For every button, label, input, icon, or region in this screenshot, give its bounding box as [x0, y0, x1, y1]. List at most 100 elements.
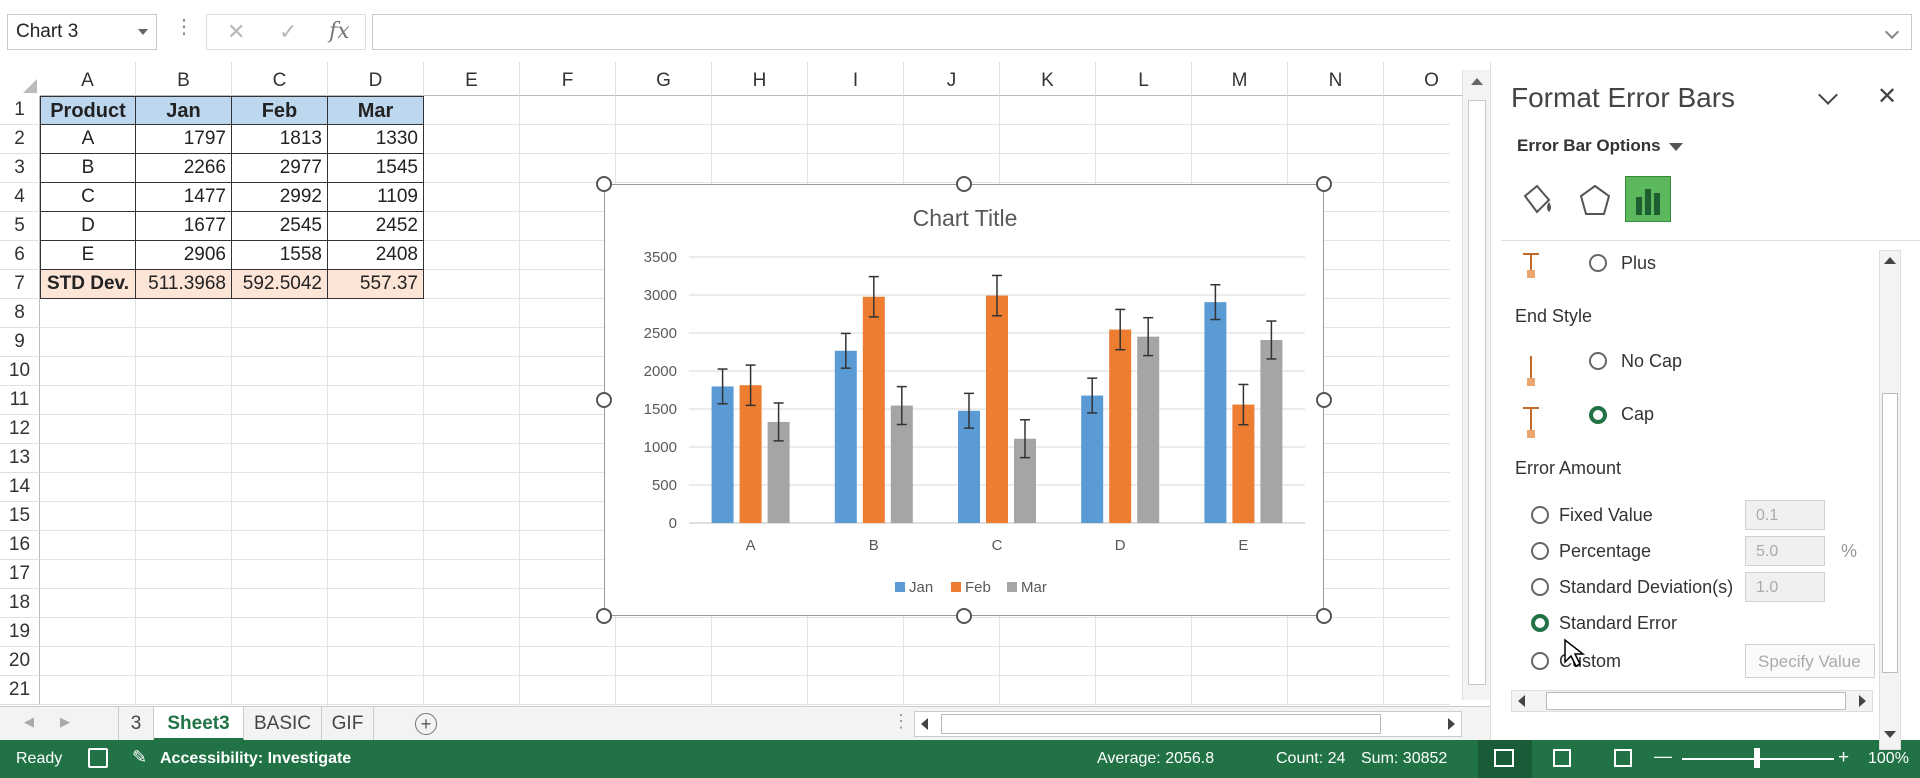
percentage-radio[interactable] [1531, 542, 1549, 560]
bar-jan-a[interactable] [711, 386, 734, 523]
resize-handle-left[interactable] [596, 392, 612, 408]
cell-A1[interactable]: Product [40, 96, 136, 125]
column-header-m[interactable]: M [1192, 62, 1288, 96]
bar-mar-b[interactable] [890, 405, 913, 523]
cell-A4[interactable]: C [40, 183, 136, 212]
insert-function-icon[interactable]: fx [329, 19, 350, 44]
resize-handle-right[interactable] [1316, 392, 1332, 408]
zoom-out-button[interactable]: — [1654, 746, 1672, 766]
column-header-l[interactable]: L [1096, 62, 1192, 96]
cell-D3[interactable]: 1545 [328, 154, 424, 183]
row-header-1[interactable]: 1 [0, 96, 40, 125]
no-cap-radio[interactable] [1589, 352, 1607, 370]
standard-error-label[interactable]: Standard Error [1559, 613, 1678, 633]
column-header-j[interactable]: J [904, 62, 1000, 96]
cell-C7[interactable]: 592.5042 [232, 270, 328, 299]
standard-error-radio[interactable] [1531, 614, 1549, 632]
zoom-slider-thumb[interactable] [1754, 748, 1760, 768]
bar-feb-d[interactable] [1109, 329, 1132, 523]
cell-B1[interactable]: Jan [136, 96, 232, 125]
horizontal-scrollbar[interactable] [914, 711, 1462, 737]
add-sheet-icon[interactable]: + [415, 713, 437, 735]
row-header-11[interactable]: 11 [0, 386, 40, 415]
specify-value-button[interactable]: Specify Value [1745, 644, 1875, 678]
macro-record-icon[interactable] [88, 748, 108, 768]
column-header-o[interactable]: O [1384, 62, 1470, 96]
name-box-dropdown-icon[interactable] [138, 29, 148, 35]
status-average[interactable]: Average: 2056.8 [1097, 750, 1215, 767]
sheet-tab-basic[interactable]: BASIC [244, 707, 322, 741]
resize-handle-bottom-right[interactable] [1316, 608, 1332, 624]
bar-jan-b[interactable] [834, 350, 857, 523]
plus-label[interactable]: Plus [1621, 253, 1657, 273]
cell-A6[interactable]: E [40, 241, 136, 270]
sheet-tab-gif[interactable]: GIF [322, 707, 374, 741]
pane-vertical-scrollbar[interactable] [1879, 250, 1901, 750]
column-header-f[interactable]: F [520, 62, 616, 96]
row-header-6[interactable]: 6 [0, 241, 40, 270]
row-header-3[interactable]: 3 [0, 154, 40, 183]
column-header-n[interactable]: N [1288, 62, 1384, 96]
cell-C6[interactable]: 1558 [232, 241, 328, 270]
percentage-input[interactable]: 5.0 [1745, 536, 1825, 566]
standard-deviation-label[interactable]: Standard Deviation(s) [1559, 577, 1734, 597]
pane-h-scroll-thumb[interactable] [1546, 692, 1846, 710]
row-header-10[interactable]: 10 [0, 357, 40, 386]
no-cap-label[interactable]: No Cap [1621, 351, 1683, 371]
bar-mar-d[interactable] [1137, 336, 1160, 523]
cell-B7[interactable]: 511.3968 [136, 270, 232, 299]
pane-scroll-left-icon[interactable] [1518, 695, 1525, 707]
resize-handle-bottom[interactable] [956, 608, 972, 624]
sheet-tab-sheet3[interactable]: Sheet3 [154, 707, 244, 741]
effects-tab[interactable] [1575, 180, 1615, 222]
chart-area[interactable]: Chart Title 0 500 1000 1500 2000 2500 3000 3500 A… [604, 184, 1324, 616]
accessibility-status[interactable]: Accessibility: Investigate [160, 750, 352, 767]
cell-A7[interactable]: STD Dev. [40, 270, 136, 299]
cell-B5[interactable]: 1677 [136, 212, 232, 241]
standard-deviation-input[interactable]: 1.0 [1745, 572, 1825, 602]
scroll-left-icon[interactable] [921, 718, 928, 730]
normal-view-button[interactable] [1478, 740, 1532, 778]
bar-jan-c[interactable] [958, 410, 980, 523]
cap-radio[interactable] [1589, 406, 1607, 424]
cell-C1[interactable]: Feb [232, 96, 328, 125]
cap-label[interactable]: Cap [1621, 404, 1655, 424]
row-header-17[interactable]: 17 [0, 560, 40, 589]
row-header-21[interactable]: 21 [0, 676, 40, 705]
cell-D5[interactable]: 2452 [328, 212, 424, 241]
cell-D2[interactable]: 1330 [328, 125, 424, 154]
pane-scroll-thumb[interactable] [1882, 393, 1898, 673]
column-header-d[interactable]: D [328, 62, 424, 96]
fixed-value-label[interactable]: Fixed Value [1559, 505, 1653, 525]
pane-options-chevron-icon[interactable] [1818, 85, 1838, 105]
cell-D6[interactable]: 2408 [328, 241, 424, 270]
column-header-a[interactable]: A [40, 62, 136, 96]
row-header-19[interactable]: 19 [0, 618, 40, 647]
bar-feb-a[interactable] [739, 385, 762, 523]
tab-split-grip-icon[interactable]: ⋮ [892, 711, 910, 731]
pane-scroll-right-icon[interactable] [1859, 695, 1866, 707]
cell-D7[interactable]: 557.37 [328, 270, 424, 299]
row-header-16[interactable]: 16 [0, 531, 40, 560]
cell-A5[interactable]: D [40, 212, 136, 241]
plus-radio[interactable] [1589, 254, 1607, 272]
column-header-e[interactable]: E [424, 62, 520, 96]
fixed-value-radio[interactable] [1531, 506, 1549, 524]
bar-mar-c[interactable] [1014, 438, 1036, 523]
page-break-preview-icon[interactable] [1614, 749, 1632, 767]
zoom-in-button[interactable]: + [1838, 747, 1850, 768]
cell-D4[interactable]: 1109 [328, 183, 424, 212]
vertical-scrollbar[interactable] [1462, 70, 1490, 700]
cell-B4[interactable]: 1477 [136, 183, 232, 212]
formula-input[interactable] [372, 14, 1912, 50]
status-sum[interactable]: Sum: 30852 [1361, 750, 1448, 767]
pane-horizontal-scrollbar[interactable] [1511, 690, 1873, 712]
scroll-up-icon[interactable] [1471, 78, 1483, 85]
bar-mar-e[interactable] [1260, 339, 1283, 523]
resize-handle-top[interactable] [956, 176, 972, 192]
page-layout-icon[interactable] [1553, 749, 1571, 767]
cell-B6[interactable]: 2906 [136, 241, 232, 270]
row-header-4[interactable]: 4 [0, 183, 40, 212]
pane-scroll-up-icon[interactable] [1884, 257, 1896, 264]
resize-handle-bottom-left[interactable] [596, 608, 612, 624]
